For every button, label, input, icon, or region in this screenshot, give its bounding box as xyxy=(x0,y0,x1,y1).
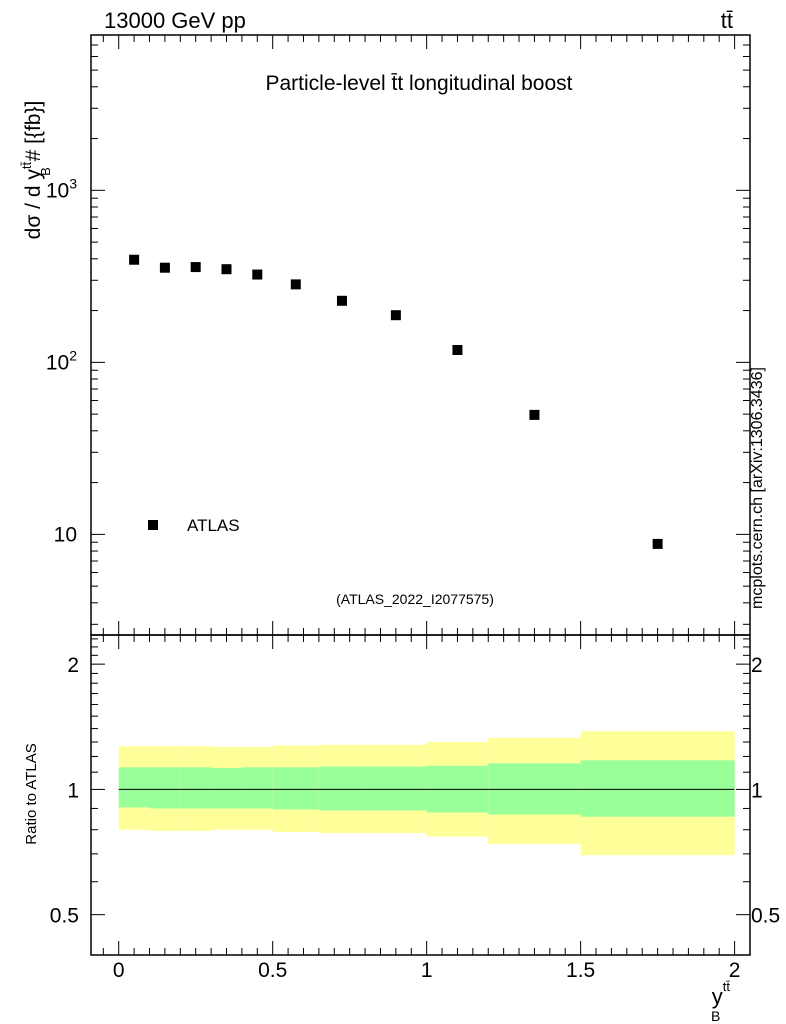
data-point-1 xyxy=(159,262,170,273)
ratio-frame xyxy=(90,634,751,956)
main-ytick-label: 103 xyxy=(46,175,77,202)
xtick-label: 2 xyxy=(729,959,741,982)
ratio-panel: 0.5 0.5 1 1 2 2 0 0.5 1 1.5 2 Ratio to ATLAS ytt̄ B xyxy=(23,634,780,1024)
legend: ATLAS xyxy=(148,516,240,535)
inner-band-5 xyxy=(272,767,319,810)
data-point-7 xyxy=(390,310,401,321)
main-y-label-subscript: B xyxy=(38,167,53,176)
ratio-ytick-label-right: 1 xyxy=(751,779,763,802)
x-label-lead: y xyxy=(712,984,723,1009)
ratio-ytick-label-left: 0.5 xyxy=(50,905,79,928)
main-ytick-base: 10 xyxy=(46,351,69,374)
main-ytick-base: 10 xyxy=(46,179,69,202)
data-point-0 xyxy=(129,254,140,265)
ratio-ytick-label-right: 2 xyxy=(751,654,763,677)
main-panel: Particle-level t̄t longitudinal boost dσ… xyxy=(19,34,751,636)
watermark: mcplots.cern.ch [arXiv:1306.3436] xyxy=(749,367,766,609)
process-label: tt̄ xyxy=(721,8,733,33)
main-ytick-exponent: 2 xyxy=(69,347,77,363)
ratio-ytick-label-left: 1 xyxy=(67,779,79,802)
inner-band-10 xyxy=(580,760,735,817)
inner-band-7 xyxy=(365,766,427,811)
data-point-3 xyxy=(221,264,232,275)
inner-band-2 xyxy=(180,767,212,809)
inner-band-6 xyxy=(318,766,366,811)
inner-band-4 xyxy=(241,767,273,809)
data-point-2 xyxy=(190,262,201,273)
main-ytick-label: 10 xyxy=(54,523,77,546)
main-y-axis-label: dσ / d ytt̄ B # [{fb}] xyxy=(19,101,53,240)
x-label-superscript: tt̄ xyxy=(723,979,731,994)
data-point-8 xyxy=(452,344,463,355)
x-axis-label: ytt̄ B xyxy=(711,979,730,1024)
ratio-y-axis-label: Ratio to ATLAS xyxy=(23,743,40,844)
main-title: Particle-level t̄t longitudinal boost xyxy=(265,72,572,95)
main-ytick-label: 102 xyxy=(46,347,77,374)
main-y-label-tail: # [{fb}] xyxy=(22,101,45,168)
data-point-4 xyxy=(252,269,263,280)
main-y-label-superscript: tt̄ xyxy=(19,162,34,170)
data-point-6 xyxy=(336,295,347,306)
data-point-9 xyxy=(529,409,540,420)
ratio-ytick-label-right: 0.5 xyxy=(751,905,780,928)
ratio-ytick-label-left: 2 xyxy=(67,654,79,677)
data-point-5 xyxy=(290,279,301,290)
legend-marker xyxy=(148,520,158,530)
main-y-label-lead: dσ / d y xyxy=(22,169,45,240)
analysis-tag: (ATLAS_2022_I2077575) xyxy=(336,591,494,607)
xtick-label: 0 xyxy=(113,959,125,982)
inner-band-1 xyxy=(149,767,181,809)
legend-label: ATLAS xyxy=(187,516,240,535)
main-frame xyxy=(90,34,751,636)
data-point-10 xyxy=(652,538,663,549)
energy-label: 13000 GeV pp xyxy=(104,8,246,33)
inner-band-0 xyxy=(118,767,150,808)
main-ytick-exponent: 3 xyxy=(69,175,77,191)
x-label-subscript: B xyxy=(711,1008,720,1024)
xtick-label: 1 xyxy=(421,959,433,982)
xtick-label: 0.5 xyxy=(258,959,287,982)
inner-band-3 xyxy=(211,768,242,809)
xtick-label: 1.5 xyxy=(566,959,595,982)
